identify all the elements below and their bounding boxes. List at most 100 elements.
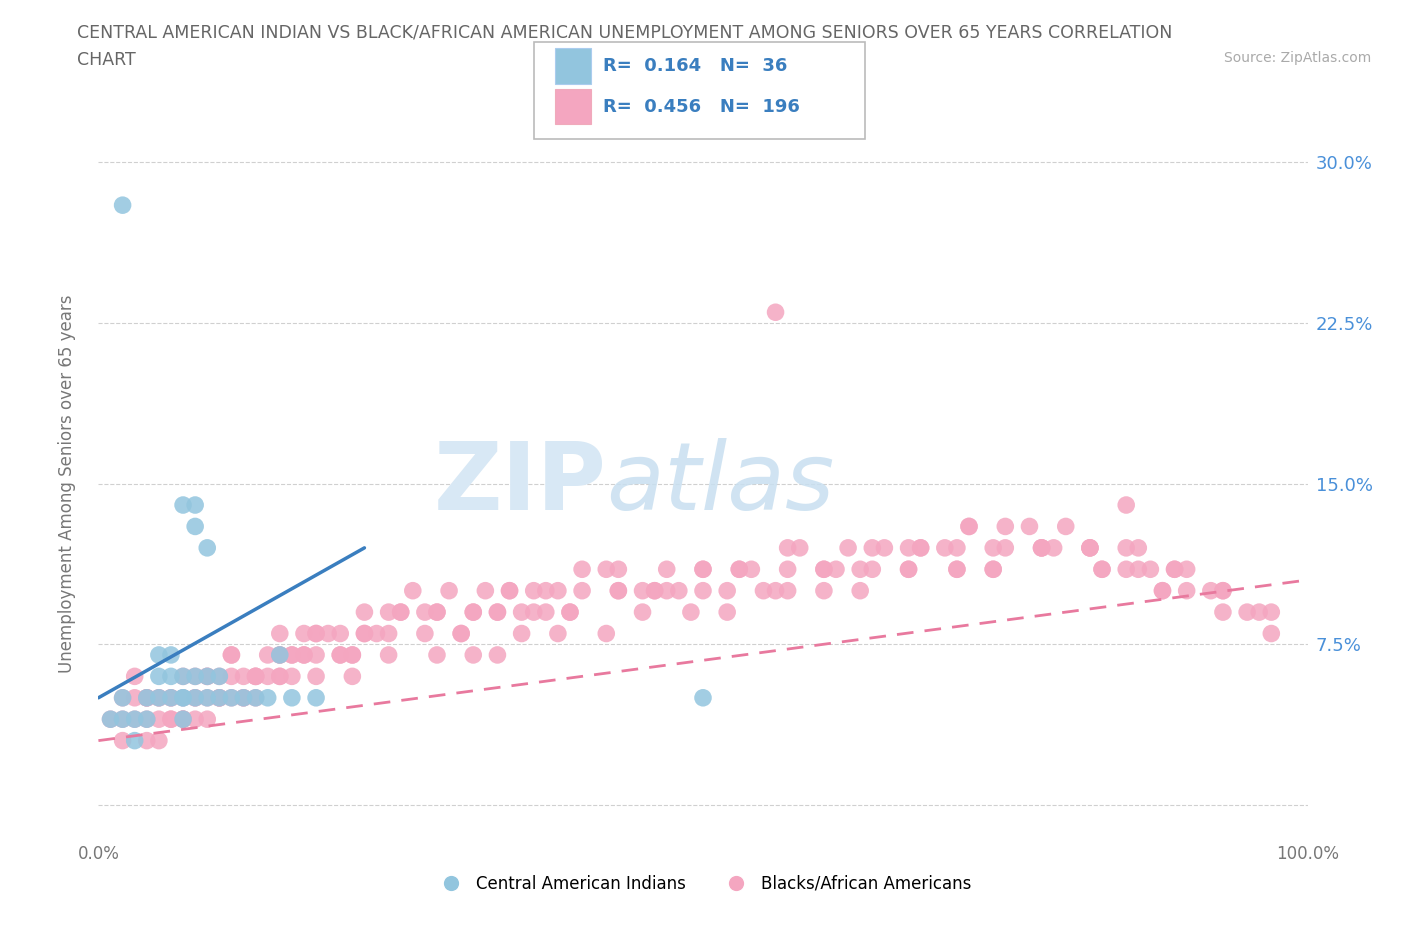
Text: atlas: atlas bbox=[606, 438, 835, 529]
Point bbox=[135, 711, 157, 726]
Point bbox=[184, 690, 207, 705]
Point bbox=[172, 669, 194, 684]
Point bbox=[232, 690, 254, 705]
Point bbox=[292, 626, 315, 641]
Point bbox=[860, 562, 883, 577]
Point bbox=[1042, 540, 1064, 555]
Point bbox=[1031, 540, 1053, 555]
Point bbox=[728, 562, 751, 577]
Point bbox=[195, 540, 218, 555]
Point bbox=[221, 690, 243, 705]
Point bbox=[1175, 562, 1198, 577]
Point bbox=[184, 690, 207, 705]
Point bbox=[281, 690, 304, 705]
Point bbox=[1212, 583, 1234, 598]
Point bbox=[124, 711, 146, 726]
Point bbox=[571, 562, 593, 577]
Point bbox=[208, 669, 231, 684]
Point bbox=[897, 562, 920, 577]
Point bbox=[111, 711, 134, 726]
Point bbox=[547, 626, 569, 641]
Point bbox=[208, 690, 231, 705]
Point bbox=[1115, 498, 1137, 512]
Point bbox=[631, 583, 654, 598]
Point bbox=[208, 690, 231, 705]
Point bbox=[305, 647, 328, 662]
Point bbox=[994, 519, 1017, 534]
Point bbox=[1199, 583, 1222, 598]
Point bbox=[595, 562, 617, 577]
Point bbox=[426, 647, 449, 662]
Point bbox=[1091, 562, 1114, 577]
Point bbox=[437, 583, 460, 598]
Point bbox=[607, 583, 630, 598]
Point bbox=[148, 669, 170, 684]
Point bbox=[172, 669, 194, 684]
Point bbox=[135, 690, 157, 705]
Point bbox=[135, 690, 157, 705]
Point bbox=[450, 626, 472, 641]
Point bbox=[1128, 562, 1150, 577]
Point bbox=[195, 690, 218, 705]
Point bbox=[534, 604, 557, 619]
Point bbox=[558, 604, 581, 619]
Point bbox=[256, 690, 278, 705]
Point bbox=[910, 540, 932, 555]
Point bbox=[172, 711, 194, 726]
Point bbox=[413, 604, 436, 619]
Point bbox=[184, 690, 207, 705]
Legend: Central American Indians, Blacks/African Americans: Central American Indians, Blacks/African… bbox=[427, 868, 979, 899]
Point bbox=[281, 647, 304, 662]
Point bbox=[377, 647, 399, 662]
Point bbox=[195, 669, 218, 684]
Point bbox=[510, 626, 533, 641]
Point bbox=[655, 562, 678, 577]
Point bbox=[124, 711, 146, 726]
Point bbox=[353, 626, 375, 641]
Point bbox=[1018, 519, 1040, 534]
Point bbox=[716, 604, 738, 619]
Point bbox=[1078, 540, 1101, 555]
Point bbox=[655, 583, 678, 598]
Point bbox=[692, 583, 714, 598]
Point bbox=[463, 647, 485, 662]
Text: R=  0.164   N=  36: R= 0.164 N= 36 bbox=[603, 57, 787, 75]
Point bbox=[1260, 604, 1282, 619]
Point bbox=[160, 711, 183, 726]
Point bbox=[510, 604, 533, 619]
Point bbox=[1031, 540, 1053, 555]
Point bbox=[1260, 626, 1282, 641]
Text: Source: ZipAtlas.com: Source: ZipAtlas.com bbox=[1223, 51, 1371, 65]
Point bbox=[208, 690, 231, 705]
Point bbox=[160, 711, 183, 726]
Point bbox=[837, 540, 859, 555]
Point bbox=[849, 562, 872, 577]
Point bbox=[353, 604, 375, 619]
Point bbox=[1054, 519, 1077, 534]
Point bbox=[160, 647, 183, 662]
Point bbox=[498, 583, 520, 598]
Point bbox=[305, 690, 328, 705]
Point bbox=[1078, 540, 1101, 555]
Point bbox=[897, 540, 920, 555]
Point bbox=[353, 626, 375, 641]
Point bbox=[184, 669, 207, 684]
Point bbox=[305, 626, 328, 641]
Point bbox=[957, 519, 980, 534]
Point bbox=[389, 604, 412, 619]
Point bbox=[571, 583, 593, 598]
Point bbox=[752, 583, 775, 598]
Point bbox=[316, 626, 339, 641]
Point bbox=[981, 562, 1004, 577]
Point bbox=[148, 690, 170, 705]
Point bbox=[607, 583, 630, 598]
Point bbox=[1163, 562, 1185, 577]
Point bbox=[221, 669, 243, 684]
Point bbox=[221, 647, 243, 662]
Point bbox=[1115, 540, 1137, 555]
Point bbox=[413, 626, 436, 641]
Point bbox=[195, 669, 218, 684]
Point bbox=[100, 711, 122, 726]
Point bbox=[111, 733, 134, 748]
Point bbox=[111, 690, 134, 705]
